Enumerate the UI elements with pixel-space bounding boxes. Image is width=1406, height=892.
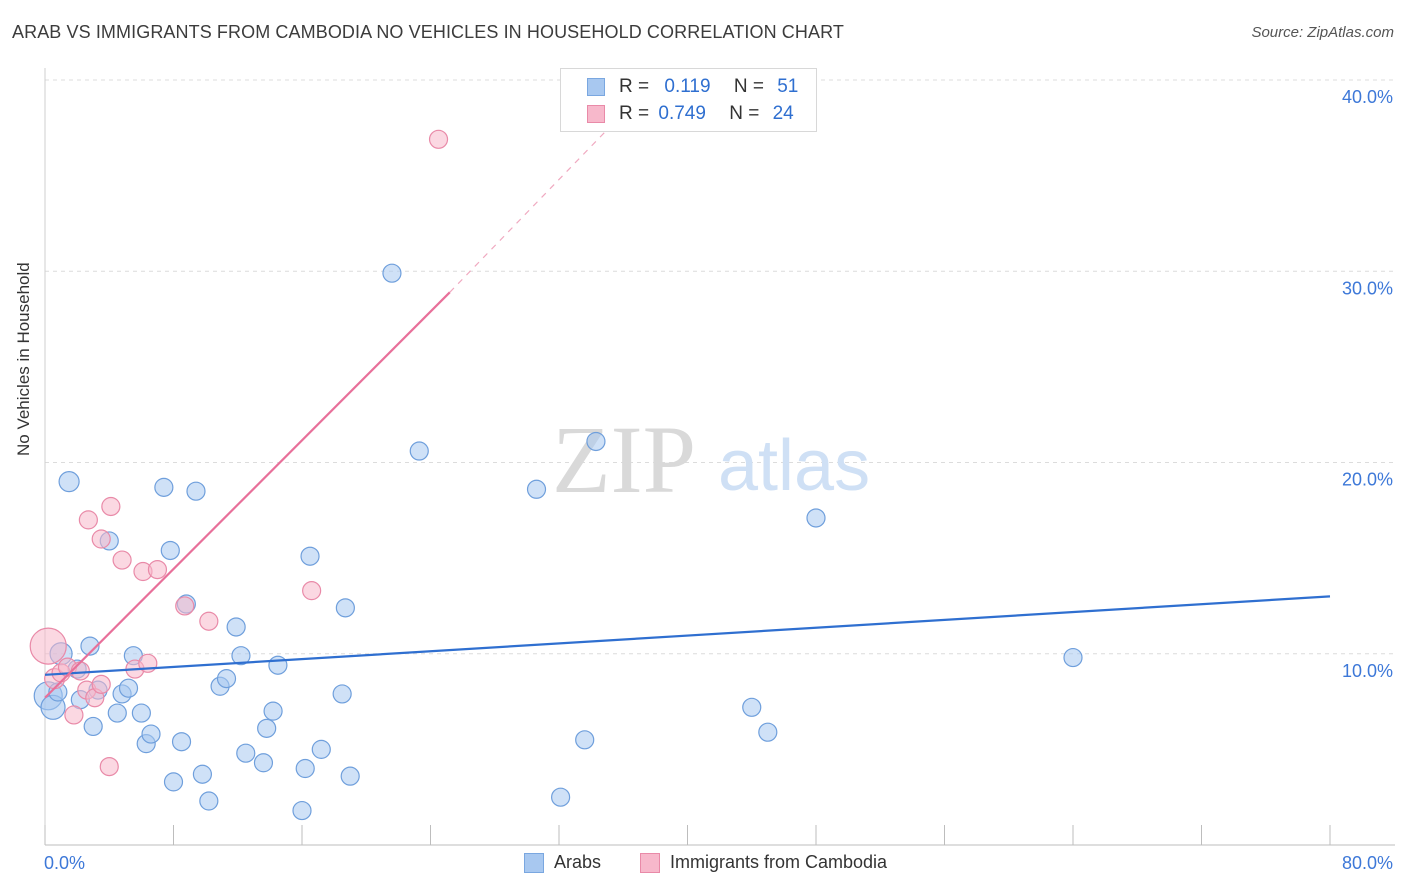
legend-series: Arabs Immigrants from Cambodia [0, 852, 1406, 878]
point-series0-45 [551, 787, 571, 807]
legend-swatch-arabs [524, 852, 544, 873]
point-series0-46 [575, 730, 595, 750]
point-series1-13 [112, 550, 132, 570]
point-series1-10 [91, 529, 111, 549]
y-tick-label-2: 30.0% [1342, 278, 1393, 298]
point-series0-27 [216, 669, 237, 689]
point-series1-5 [70, 661, 90, 681]
legend-n-value: 24 [772, 103, 794, 124]
legend-label-cambodia: Immigrants from Cambodia [670, 852, 888, 872]
point-series1-4 [64, 705, 84, 725]
point-series0-15 [131, 703, 151, 723]
legend-correlation: R = 0.119 N = 51 R = 0.749 N = 24 [560, 68, 817, 132]
point-series0-24 [192, 764, 213, 784]
point-series0-35 [292, 800, 312, 821]
point-series0-49 [758, 722, 778, 742]
series-points [29, 129, 1083, 821]
legend-item-arabs[interactable]: Arabs [524, 852, 601, 873]
legend-n-label: N = [729, 103, 760, 124]
point-series0-39 [332, 684, 352, 704]
point-series1-18 [175, 596, 195, 616]
point-series1-17 [147, 559, 168, 580]
legend-swatch-arabs [587, 78, 605, 96]
point-series1-19 [199, 611, 219, 631]
point-series1-11 [99, 756, 119, 777]
legend-n-value: 51 [777, 76, 799, 97]
point-series0-25 [199, 791, 219, 811]
point-series1-7 [78, 510, 98, 530]
point-series0-40 [335, 598, 355, 618]
point-series0-11 [107, 703, 127, 723]
point-series0-32 [257, 718, 277, 738]
point-series1-0 [29, 627, 67, 665]
y-tick-label-3: 40.0% [1342, 87, 1393, 107]
trend-line-series0 [44, 595, 1331, 676]
legend-label-arabs: Arabs [554, 852, 602, 872]
point-series1-9 [91, 674, 111, 694]
watermark: ZIP atlas [552, 406, 870, 513]
point-series0-47 [586, 431, 606, 452]
point-series0-44 [526, 479, 547, 499]
legend-r-label: R = [619, 76, 650, 97]
point-series0-20 [163, 772, 184, 792]
source-label: Source: ZipAtlas.com [1251, 24, 1394, 41]
point-series0-37 [300, 546, 320, 566]
point-series0-21 [171, 732, 192, 752]
legend-n-label: N = [733, 76, 764, 97]
point-series0-18 [154, 477, 174, 497]
point-series1-21 [428, 129, 449, 149]
watermark-atlas: atlas [718, 426, 870, 506]
legend-r-value: 0.119 [664, 76, 711, 97]
y-tick-label-0: 10.0% [1342, 661, 1393, 681]
point-series0-19 [160, 540, 180, 561]
point-series0-38 [311, 739, 331, 759]
y-axis-label: No Vehicles in Household [14, 262, 33, 456]
point-series0-17 [141, 724, 161, 744]
grid-lines [45, 79, 1395, 655]
point-series0-23 [186, 481, 206, 501]
point-series1-20 [302, 581, 322, 601]
chart-title: ARAB VS IMMIGRANTS FROM CAMBODIA NO VEHI… [12, 22, 844, 42]
legend-r-value: 0.749 [658, 103, 706, 124]
point-series0-13 [118, 678, 139, 698]
legend-item-cambodia[interactable]: Immigrants from Cambodia [640, 852, 887, 873]
tick-labels: 10.0% 20.0% 30.0% 40.0% 0.0% 80.0% [44, 87, 1393, 873]
point-series0-34 [268, 655, 288, 675]
x-tick-label-start: 0.0% [44, 853, 85, 873]
legend-r-label: R = [619, 103, 650, 124]
trend-line-series1 [44, 291, 451, 699]
legend-swatch-cambodia [640, 852, 660, 873]
point-series0-51 [1063, 647, 1083, 668]
watermark-zip: ZIP [552, 406, 696, 513]
point-series0-8 [83, 716, 103, 737]
trend-extension-series1 [449, 129, 608, 293]
point-series0-42 [382, 263, 402, 283]
y-tick-label-1: 20.0% [1342, 470, 1393, 490]
point-series0-43 [409, 441, 429, 461]
point-series0-4 [58, 471, 80, 493]
point-series0-33 [263, 701, 283, 721]
trend-lines [44, 129, 1331, 699]
point-series0-30 [236, 743, 256, 763]
point-series0-29 [231, 646, 251, 666]
point-series0-36 [295, 758, 315, 779]
point-series0-28 [226, 617, 246, 637]
point-series1-12 [101, 496, 121, 517]
point-series0-48 [742, 697, 762, 717]
point-series0-50 [806, 508, 826, 528]
legend-swatch-cambodia [587, 105, 605, 123]
point-series0-31 [253, 753, 274, 773]
point-series0-41 [340, 766, 360, 786]
point-series0-7 [80, 636, 100, 656]
x-tick-label-end: 80.0% [1342, 853, 1393, 873]
